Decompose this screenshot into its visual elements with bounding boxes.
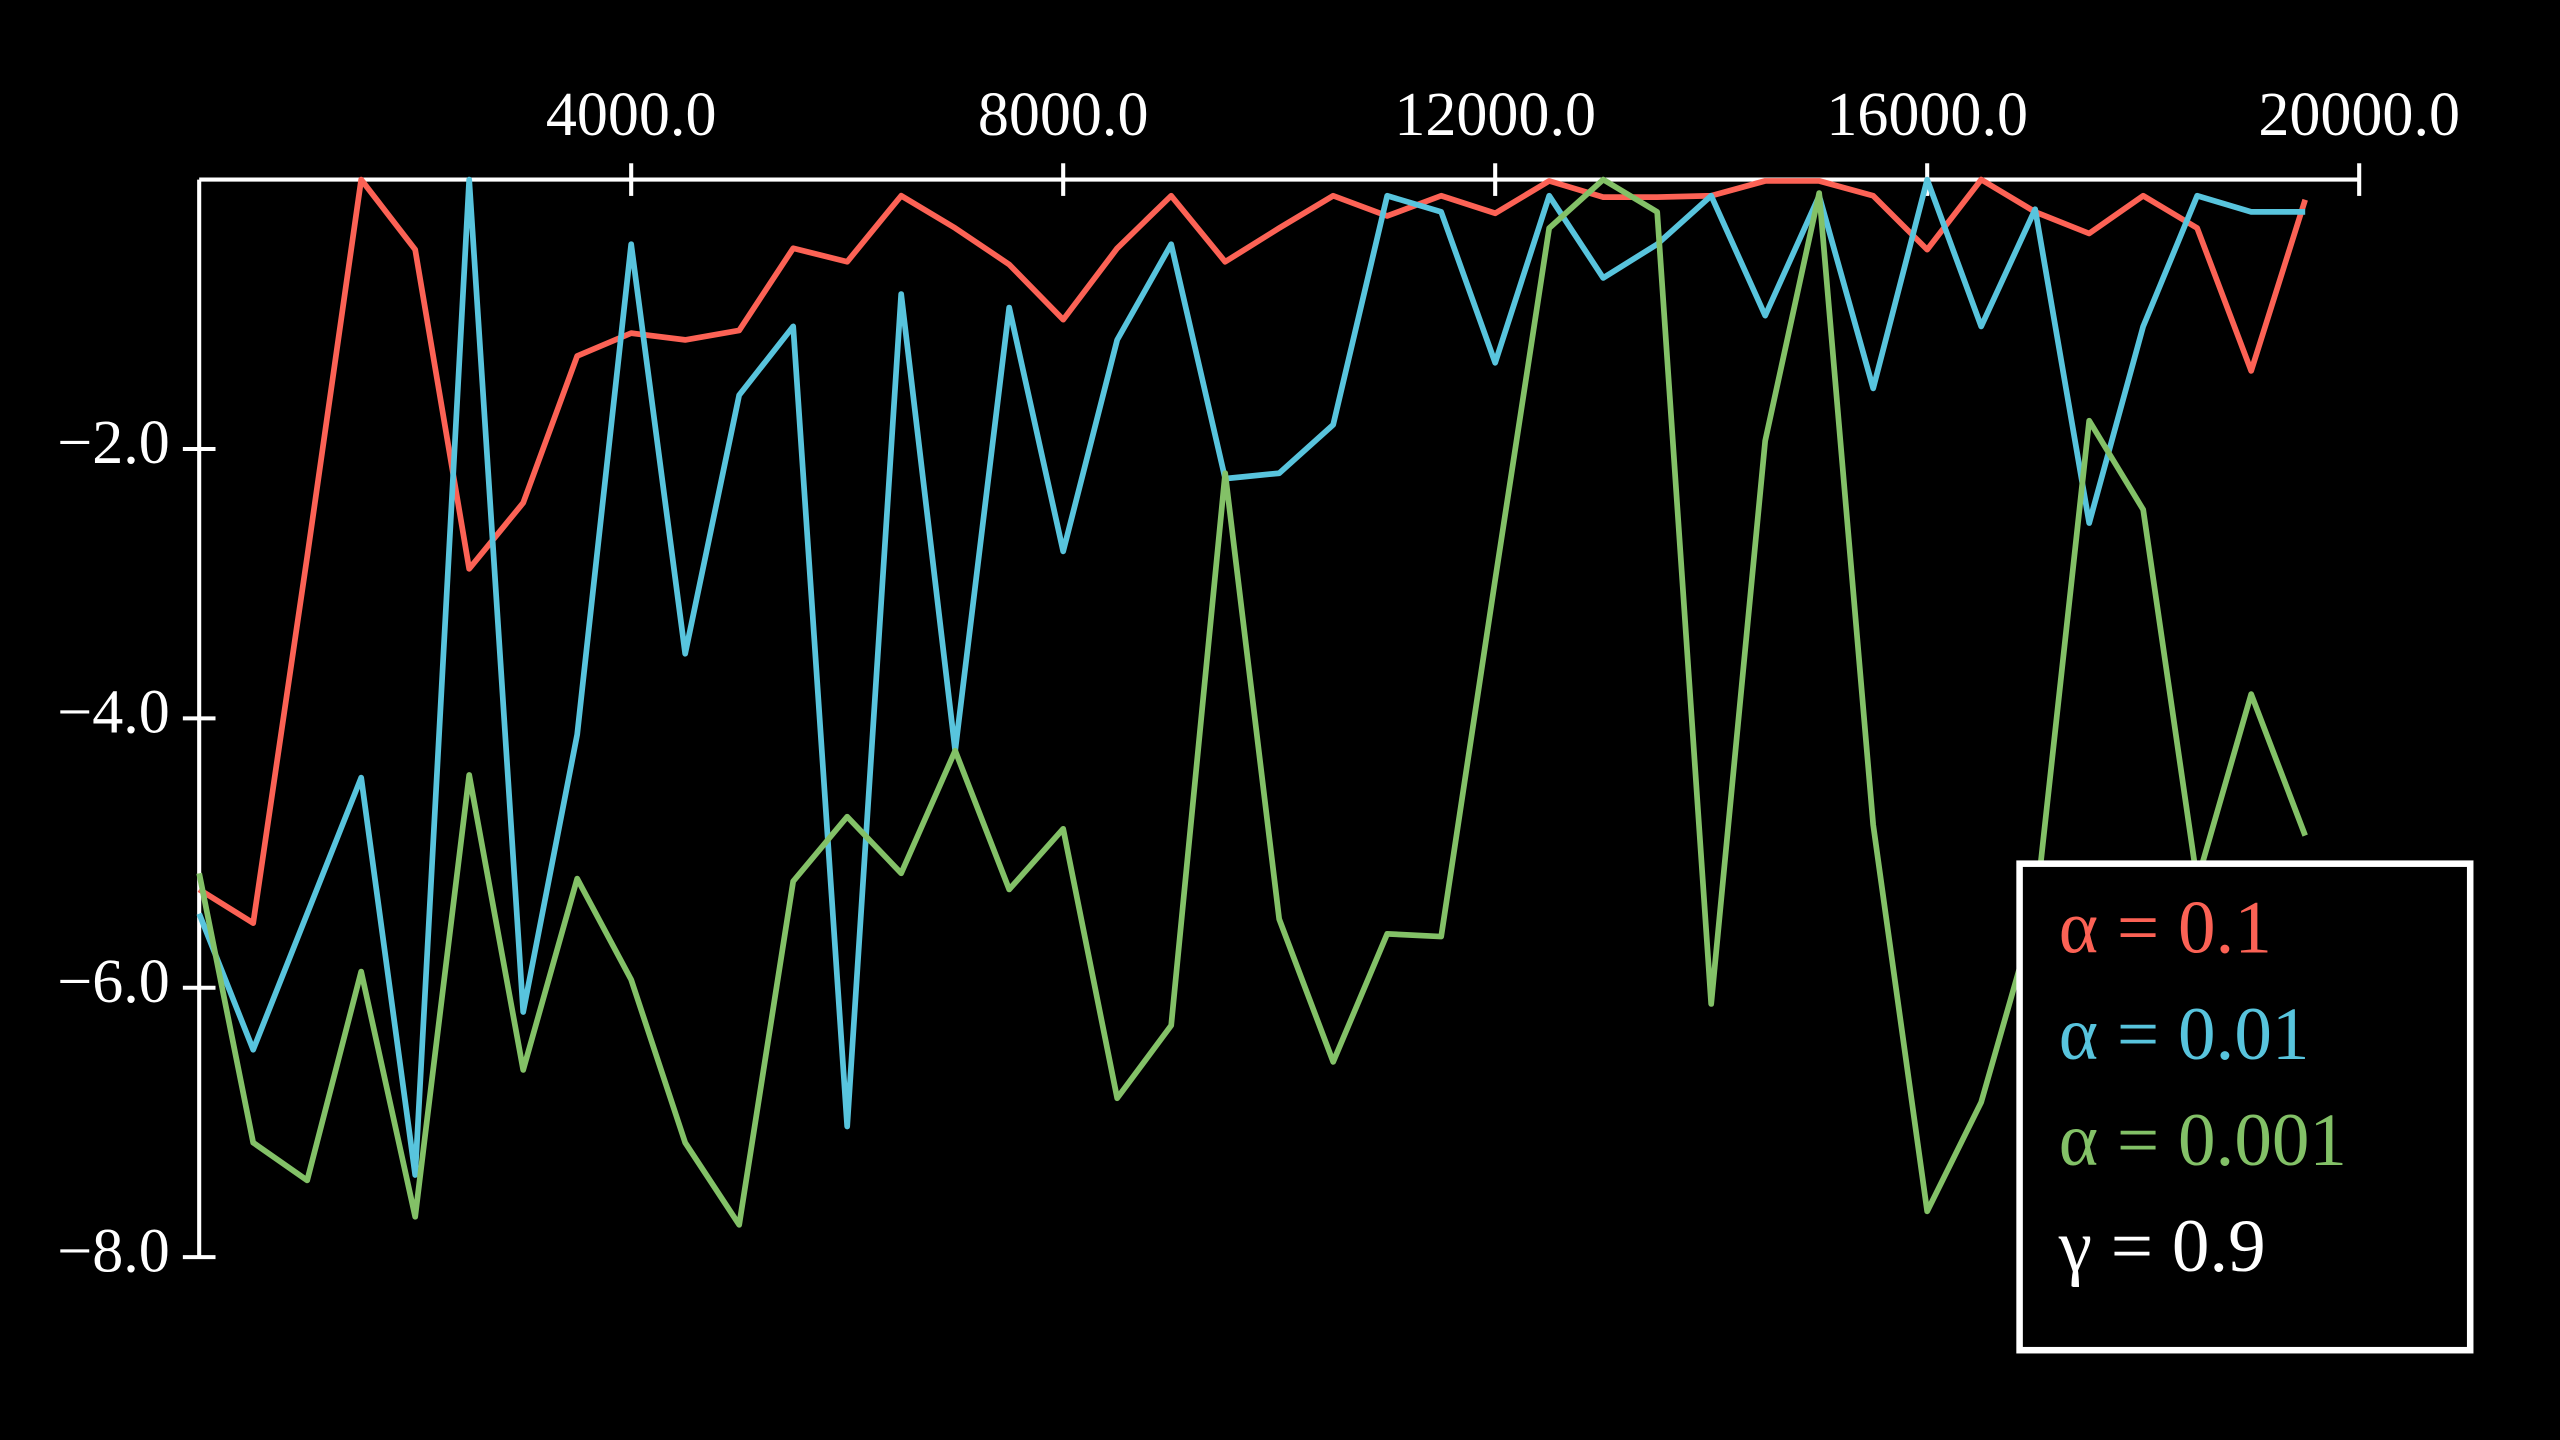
y-tick-label: −6.0: [57, 948, 170, 1016]
series-line: [196, 176, 2308, 1228]
y-tick-label: −8.0: [57, 1217, 170, 1285]
legend-box: [2016, 860, 2474, 1354]
legend-note: γ = 0.9: [2058, 1205, 2266, 1288]
legend-entry: α = 0.1: [2059, 887, 2272, 970]
y-tick-label: −4.0: [57, 679, 170, 747]
x-tick-label: 16000.0: [1826, 81, 2028, 149]
series-line: [196, 176, 2306, 1178]
y-tick-label: −2.0: [57, 409, 170, 477]
x-tick-label: 4000.0: [546, 81, 717, 149]
x-tick-label: 8000.0: [978, 81, 1149, 149]
legend-entry: α = 0.001: [2059, 1099, 2347, 1182]
series-line: [197, 176, 2308, 926]
legend-entry: α = 0.01: [2059, 993, 2310, 1076]
x-tick-label: 20000.0: [2258, 81, 2460, 149]
x-tick-label: 12000.0: [1394, 81, 1596, 149]
